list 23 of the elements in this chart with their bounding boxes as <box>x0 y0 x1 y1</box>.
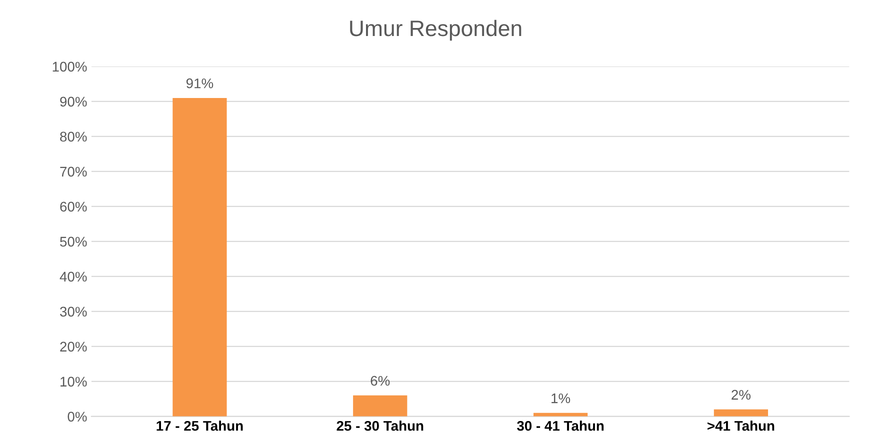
bar <box>353 395 408 416</box>
bar <box>714 409 768 416</box>
x-tick-label: >41 Tahun <box>708 420 774 431</box>
data-label: 91% <box>186 78 214 88</box>
data-label: 1% <box>552 393 570 404</box>
data-label: 2% <box>732 390 751 400</box>
y-tick-label: 90% <box>60 96 87 107</box>
x-tick-label: 17 - 25 Tahun <box>156 420 243 431</box>
x-tick-label: 25 - 30 Tahun <box>336 420 424 431</box>
chart-title: Umur Responden <box>350 20 522 41</box>
y-tick-label: 0% <box>68 412 87 422</box>
y-tick-label: 60% <box>60 202 87 212</box>
y-tick-label: 70% <box>60 166 87 177</box>
data-label: 6% <box>370 376 390 386</box>
y-tick-label: 30% <box>60 306 87 317</box>
bar <box>172 98 227 416</box>
y-tick-label: 10% <box>60 376 87 387</box>
y-tick-label: 100% <box>52 62 87 72</box>
y-tick-label: 50% <box>60 236 87 247</box>
y-tick-label: 20% <box>60 342 87 352</box>
y-tick-label: 80% <box>60 132 87 142</box>
x-tick-label: 30 - 41 Tahun <box>517 420 604 431</box>
y-tick-label: 40% <box>60 272 87 282</box>
